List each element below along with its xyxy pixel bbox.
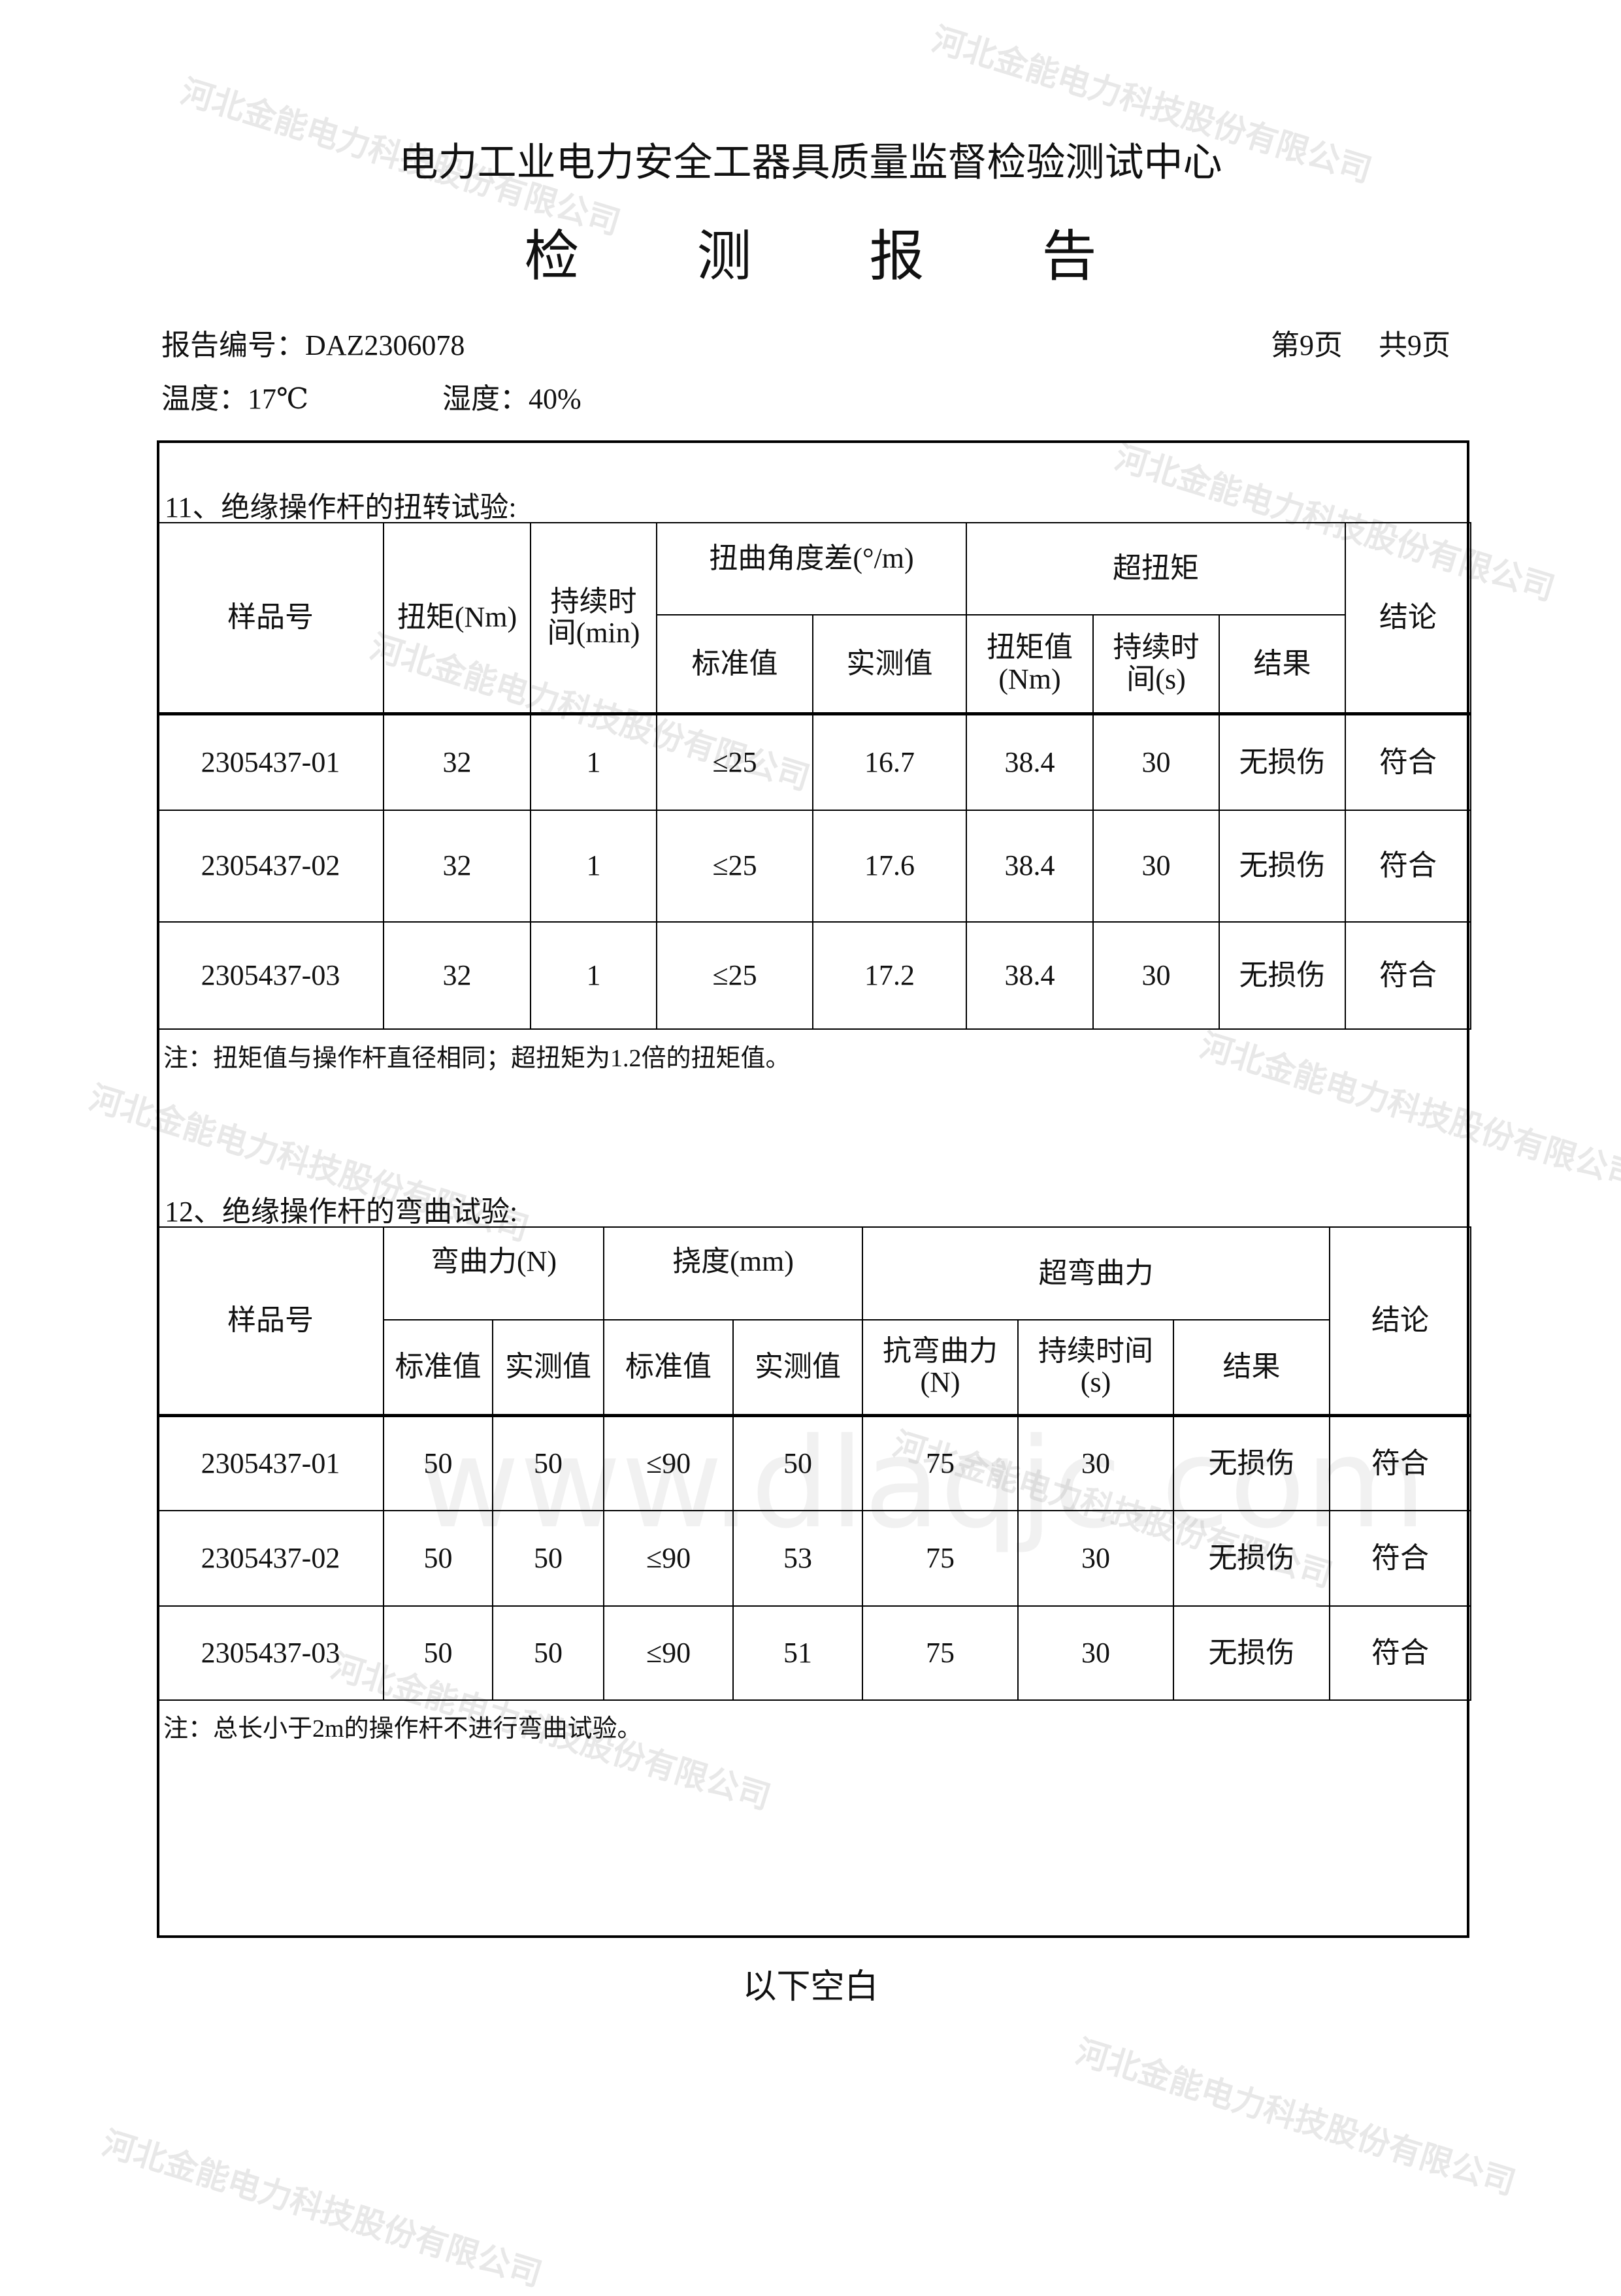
header-duration: 持续时间(min): [530, 522, 657, 715]
cell-conclusion: 符合: [1345, 921, 1472, 1030]
cell-torque: 32: [383, 810, 531, 923]
cell-deflection-standard: ≤90: [603, 1510, 734, 1607]
table-row: 2305437-01 32 1 ≤25 16.7 38.4 30 无损伤 符合: [157, 713, 1472, 811]
cell-conclusion: 符合: [1345, 713, 1472, 811]
table-row: 2305437-02 32 1 ≤25 17.6 38.4 30 无损伤 符合: [157, 810, 1472, 923]
cell-duration: 30: [1017, 1510, 1175, 1607]
bending-table: 样品号 弯曲力(N) 挠度(mm) 超弯曲力 结论 标准值 实测值 标准值 实测…: [157, 1226, 1472, 1701]
header-measured: 实测值: [732, 1319, 864, 1417]
header-conclusion: 结论: [1329, 1226, 1472, 1417]
header-conclusion: 结论: [1345, 522, 1472, 715]
cell-duration: 30: [1017, 1605, 1175, 1701]
cell-result: 无损伤: [1219, 921, 1347, 1030]
header-over-torque: 超扭矩: [966, 522, 1347, 615]
report-number: 报告编号：DAZ2306078: [161, 329, 465, 361]
header-measured: 实测值: [811, 614, 968, 715]
cell-sample: 2305437-01: [157, 1415, 384, 1511]
cell-sample: 2305437-03: [157, 921, 384, 1030]
watermark-company: 河北金能电力科技股份有限公司: [97, 2124, 547, 2294]
bending-section-title: 12、绝缘操作杆的弯曲试验:: [165, 1196, 518, 1228]
cell-standard: ≤25: [656, 810, 813, 923]
header-bend-resist: 抗弯曲力(N): [862, 1319, 1019, 1417]
header-result: 结果: [1173, 1319, 1331, 1417]
cell-bend-resist: 75: [862, 1510, 1019, 1607]
cell-over-duration: 30: [1092, 810, 1220, 923]
cell-standard: 50: [383, 1510, 493, 1607]
cell-result: 无损伤: [1173, 1510, 1331, 1607]
table-row: 2305437-01 50 50 ≤90 50 75 30 无损伤 符合: [157, 1415, 1472, 1511]
header-angle-diff: 扭曲角度差(°/m): [655, 522, 968, 615]
cell-duration: 1: [530, 713, 657, 811]
cell-torque: 32: [383, 921, 531, 1030]
header-sample: 样品号: [157, 522, 384, 715]
cell-deflection-standard: ≤90: [603, 1415, 734, 1511]
cell-torque-value: 38.4: [966, 810, 1094, 923]
cell-conclusion: 符合: [1329, 1510, 1472, 1607]
bending-note: 注：总长小于2m的操作杆不进行弯曲试验。: [163, 1715, 642, 1743]
cell-standard: 50: [383, 1605, 493, 1701]
torsion-note: 注：扭矩值与操作杆直径相同；超扭矩为1.2倍的扭矩值。: [163, 1045, 791, 1072]
header-torque: 扭矩(Nm): [383, 522, 531, 715]
header-standard: 标准值: [603, 1319, 734, 1417]
header-measured: 实测值: [492, 1319, 604, 1417]
watermark-company: 河北金能电力科技股份有限公司: [1071, 2032, 1520, 2203]
cell-over-duration: 30: [1092, 713, 1220, 811]
header-deflection: 挠度(mm): [602, 1226, 864, 1320]
report-title: 检测报告: [524, 227, 1215, 287]
cell-duration: 30: [1017, 1415, 1175, 1511]
cell-bend-resist: 75: [862, 1605, 1019, 1701]
cell-bend-resist: 75: [862, 1415, 1019, 1511]
cell-result: 无损伤: [1173, 1605, 1331, 1701]
cell-result: 无损伤: [1219, 810, 1347, 923]
cell-duration: 1: [530, 810, 657, 923]
cell-sample: 2305437-01: [157, 713, 384, 811]
cell-torque-value: 38.4: [966, 713, 1094, 811]
table-row: 2305437-03 32 1 ≤25 17.2 38.4 30 无损伤 符合: [157, 921, 1472, 1030]
humidity: 湿度：40%: [442, 383, 581, 415]
cell-result: 无损伤: [1173, 1415, 1331, 1511]
header-sample: 样品号: [157, 1226, 384, 1417]
header-duration: 持续时间(s): [1017, 1319, 1175, 1417]
header-result: 结果: [1219, 614, 1347, 715]
cell-measured: 17.6: [811, 810, 968, 923]
cell-conclusion: 符合: [1329, 1605, 1472, 1701]
cell-deflection-measured: 53: [732, 1510, 864, 1607]
torsion-section-title: 11、绝缘操作杆的扭转试验:: [165, 491, 517, 523]
cell-standard: ≤25: [656, 921, 813, 1030]
cell-duration: 1: [530, 921, 657, 1030]
cell-torque: 32: [383, 713, 531, 811]
header-over-bend: 超弯曲力: [862, 1226, 1331, 1320]
cell-conclusion: 符合: [1345, 810, 1472, 923]
header-standard: 标准值: [656, 614, 813, 715]
cell-deflection-measured: 51: [732, 1605, 864, 1701]
cell-deflection-measured: 50: [732, 1415, 864, 1511]
temperature: 温度：17℃: [161, 383, 309, 415]
blank-below-marker: 以下空白: [742, 1969, 879, 2006]
cell-measured: 17.2: [811, 921, 968, 1030]
header-bend-force: 弯曲力(N): [383, 1226, 604, 1320]
cell-standard: 50: [383, 1415, 493, 1511]
cell-sample: 2305437-03: [157, 1605, 384, 1701]
page-info: 第9页 共9页: [1271, 329, 1450, 361]
report-frame: 11、绝缘操作杆的扭转试验: 样品号 扭矩(Nm) 持续时间(min) 扭曲角度…: [157, 440, 1472, 1938]
header-over-duration: 持续时间(s): [1092, 614, 1220, 715]
org-title: 电力工业电力安全工器具质量监督检验测试中心: [399, 141, 1222, 184]
cell-torque-value: 38.4: [966, 921, 1094, 1030]
cell-result: 无损伤: [1219, 713, 1347, 811]
cell-measured: 50: [492, 1605, 604, 1701]
cell-standard: ≤25: [656, 713, 813, 811]
cell-over-duration: 30: [1092, 921, 1220, 1030]
cell-sample: 2305437-02: [157, 1510, 384, 1607]
cell-deflection-standard: ≤90: [603, 1605, 734, 1701]
cell-sample: 2305437-02: [157, 810, 384, 923]
table-row: 2305437-03 50 50 ≤90 51 75 30 无损伤 符合: [157, 1605, 1472, 1701]
cell-conclusion: 符合: [1329, 1415, 1472, 1511]
torsion-table: 样品号 扭矩(Nm) 持续时间(min) 扭曲角度差(°/m) 超扭矩 结论 标…: [157, 522, 1472, 1030]
cell-measured: 50: [492, 1415, 604, 1511]
header-standard: 标准值: [383, 1319, 493, 1417]
cell-measured: 16.7: [811, 713, 968, 811]
header-torque-value: 扭矩值(Nm): [966, 614, 1094, 715]
cell-measured: 50: [492, 1510, 604, 1607]
table-row: 2305437-02 50 50 ≤90 53 75 30 无损伤 符合: [157, 1510, 1472, 1607]
